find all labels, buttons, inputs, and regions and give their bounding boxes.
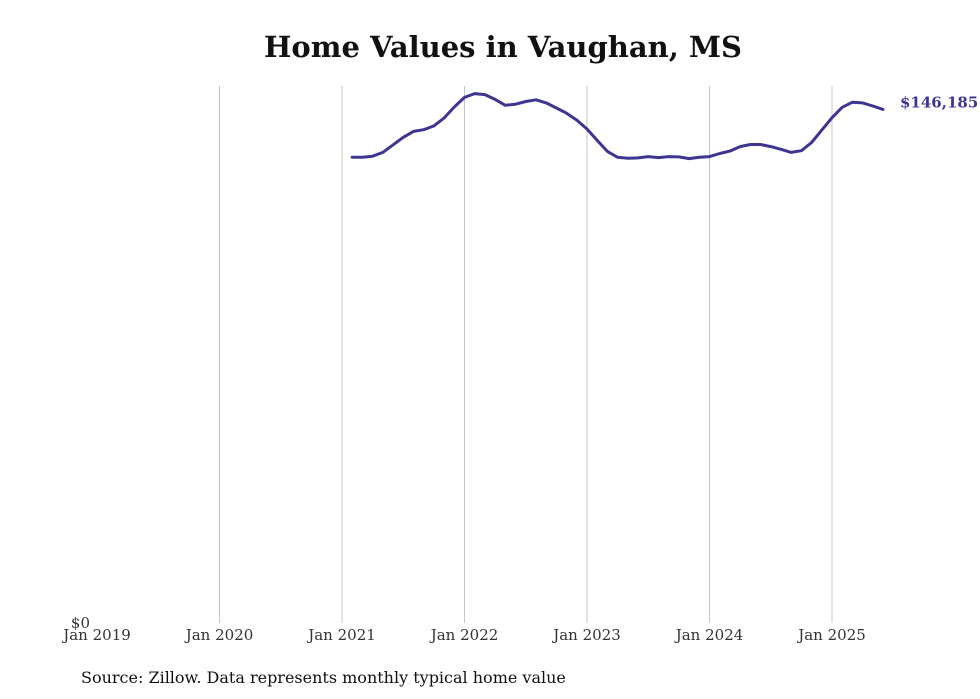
x-tick-label-2023: Jan 2023 xyxy=(551,626,621,644)
x-tick-label-2025: Jan 2025 xyxy=(796,626,866,644)
x-tick-label-2019: Jan 2019 xyxy=(61,626,131,644)
end-value-label: $146,185 xyxy=(900,93,978,111)
series-line-0 xyxy=(350,92,885,161)
y-axis-tick-labels: $0 xyxy=(71,614,90,632)
x-axis-tick-labels: Jan 2019 Jan 2020 Jan 2021 Jan 2022 Jan 2023… xyxy=(61,626,866,644)
x-tick-label-2022: Jan 2022 xyxy=(429,626,499,644)
x-tick-label-2024: Jan 2024 xyxy=(674,626,744,644)
source-note: Source: Zillow. Data represents monthly … xyxy=(81,668,566,687)
x-tick-label-2020: Jan 2020 xyxy=(184,626,254,644)
chart-title: Home Values in Vaughan, MS xyxy=(264,30,742,64)
y-tick-label: $0 xyxy=(71,614,90,632)
series-layer xyxy=(350,92,885,161)
x-tick-label-2021: Jan 2021 xyxy=(306,626,376,644)
grid-lines xyxy=(219,86,833,623)
